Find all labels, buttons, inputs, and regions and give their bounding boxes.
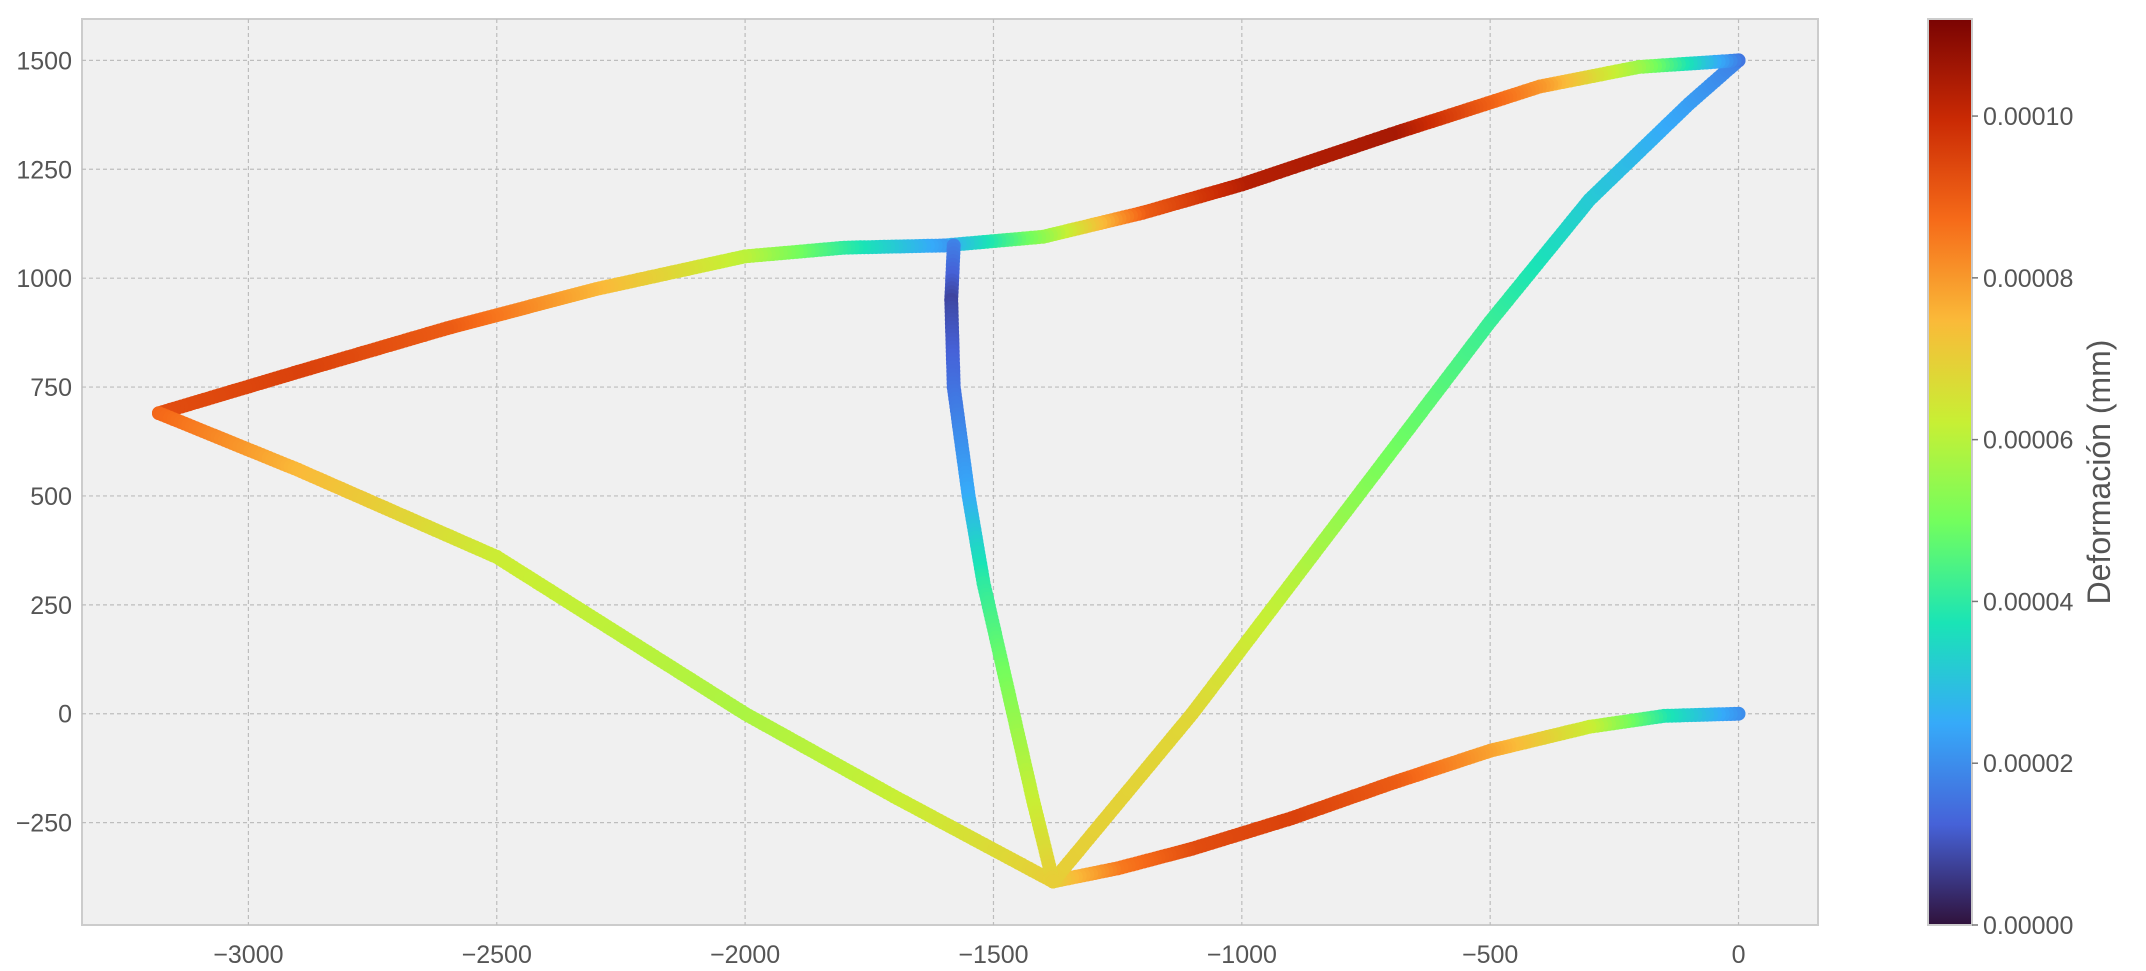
x-tick-label: −2500	[462, 941, 532, 969]
colorbar-tick-label: 0.00004	[1983, 588, 2073, 616]
x-tick-label: −1500	[958, 941, 1028, 969]
colorbar-tick-label: 0.00002	[1983, 750, 2073, 778]
x-tick-label: 0	[1732, 941, 1746, 969]
x-tick-label: −1000	[1207, 941, 1277, 969]
x-axis-ticks: −3000 −2500 −2000 −1500 −1000 −500 0	[213, 941, 1745, 969]
colorbar-label: Deformación (mm)	[2081, 340, 2117, 605]
colorbar-tick-label: 0.00000	[1983, 912, 2073, 940]
member-left-diagonal	[152, 406, 1061, 889]
member-vertical-member	[944, 238, 1061, 889]
y-tick-label: 1250	[16, 156, 72, 184]
y-tick-label: 500	[30, 483, 72, 511]
x-tick-label: −2000	[710, 941, 780, 969]
colorbar-tick-label: 0.00008	[1983, 265, 2073, 293]
colorbar	[1927, 18, 1973, 926]
colorbar-tick-label: 0.00006	[1983, 427, 2073, 455]
y-tick-label: 250	[30, 592, 72, 620]
y-axis-ticks: −250 0 250 500 750 1000 1250 1500	[16, 47, 72, 837]
member-right-diagonal	[1046, 53, 1746, 889]
y-tick-label: −250	[16, 810, 72, 838]
x-tick-label: −3000	[213, 941, 283, 969]
colorbar-tick-label: 0.00010	[1983, 103, 2073, 131]
y-tick-label: 1500	[16, 47, 72, 75]
member-bottom-chord	[1046, 706, 1746, 889]
data-members	[151, 53, 1746, 889]
x-tick-label: −500	[1462, 941, 1518, 969]
data-point	[1046, 874, 1061, 889]
y-tick-label: 0	[58, 701, 72, 729]
y-tick-label: 750	[30, 374, 72, 402]
colorbar-ticks: 0.00000 0.00002 0.00004 0.00006 0.00008 0.000…	[1972, 103, 2073, 940]
y-tick-label: 1000	[16, 265, 72, 293]
member-top-chord-left	[151, 238, 951, 421]
plot-background	[81, 18, 1819, 926]
